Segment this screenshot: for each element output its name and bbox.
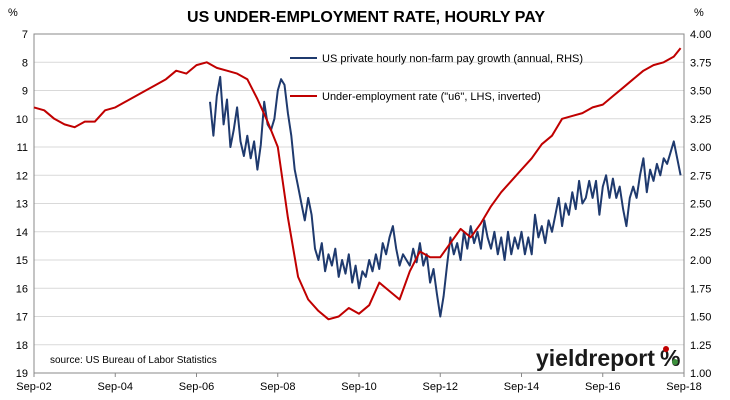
- left-tick-label: 7: [22, 29, 28, 41]
- left-axis-ticks: 7 8 9 10 11 12 13 14 15 16 17 18 19: [16, 29, 28, 380]
- left-tick-label: 18: [16, 340, 28, 352]
- left-tick-label: 9: [22, 86, 28, 98]
- right-tick-label: 2.00: [690, 255, 711, 267]
- grid-lines: [34, 33, 684, 374]
- x-tick-label: Sep-02: [16, 381, 51, 393]
- right-tick-label: 2.75: [690, 170, 711, 182]
- left-tick-label: 17: [16, 312, 28, 324]
- left-tick-label: 19: [16, 368, 28, 380]
- chart-title: US UNDER-EMPLOYMENT RATE, HOURLY PAY: [187, 9, 545, 26]
- logo-green-dot: [672, 359, 678, 365]
- left-tick-label: 11: [17, 142, 28, 154]
- x-tick-label: Sep-04: [98, 381, 133, 393]
- right-tick-label: 1.25: [690, 340, 711, 352]
- right-tick-label: 1.00: [690, 368, 711, 380]
- left-axis-unit: %: [8, 7, 18, 19]
- right-tick-label: 1.75: [690, 283, 711, 295]
- right-tick-label: 2.50: [690, 199, 711, 211]
- legend-label-pay-growth: US private hourly non-farm pay growth (a…: [322, 53, 583, 65]
- x-tick-label: Sep-10: [341, 381, 376, 393]
- x-tick-label: Sep-14: [504, 381, 539, 393]
- right-tick-label: 3.75: [690, 57, 711, 69]
- left-tick-label: 16: [16, 283, 28, 295]
- legend: US private hourly non-farm pay growth (a…: [290, 53, 583, 103]
- right-tick-label: 2.25: [690, 227, 711, 239]
- right-axis-ticks: 1.00 1.25 1.50 1.75 2.00 2.25 2.50 2.75 3.00 3.25…: [690, 29, 711, 380]
- right-tick-label: 4.00: [690, 29, 711, 41]
- series-line-u6: [33, 47, 682, 321]
- logo-red-dot: [663, 346, 669, 352]
- series-line-pay-growth: [209, 75, 682, 318]
- left-tick-label: 15: [16, 255, 28, 267]
- left-tick-label: 8: [22, 57, 28, 69]
- x-axis-ticks: Sep-02 Sep-04 Sep-06 Sep-08 Sep-10 Sep-12 Sep-…: [16, 373, 702, 393]
- left-tick-label: 14: [16, 227, 28, 239]
- series-layer: [33, 47, 682, 321]
- source-note: source: US Bureau of Labor Statistics: [50, 355, 217, 366]
- right-tick-label: 3.25: [690, 114, 711, 126]
- x-tick-label: Sep-18: [666, 381, 701, 393]
- left-tick-label: 10: [16, 114, 28, 126]
- x-tick-label: Sep-16: [585, 381, 620, 393]
- right-tick-label: 3.50: [690, 86, 711, 98]
- right-axis-unit: %: [694, 7, 704, 19]
- left-tick-label: 12: [16, 170, 28, 182]
- right-tick-label: 3.00: [690, 142, 711, 154]
- legend-label-u6: Under-employment rate ("u6", LHS, invert…: [322, 91, 541, 103]
- logo-wordmark: yieldreport: [536, 345, 655, 371]
- yieldreport-logo: yieldreport %: [536, 345, 680, 371]
- x-tick-label: Sep-06: [179, 381, 214, 393]
- left-tick-label: 13: [16, 199, 28, 211]
- x-tick-label: Sep-12: [423, 381, 458, 393]
- right-tick-label: 1.50: [690, 312, 711, 324]
- x-tick-label: Sep-08: [260, 381, 295, 393]
